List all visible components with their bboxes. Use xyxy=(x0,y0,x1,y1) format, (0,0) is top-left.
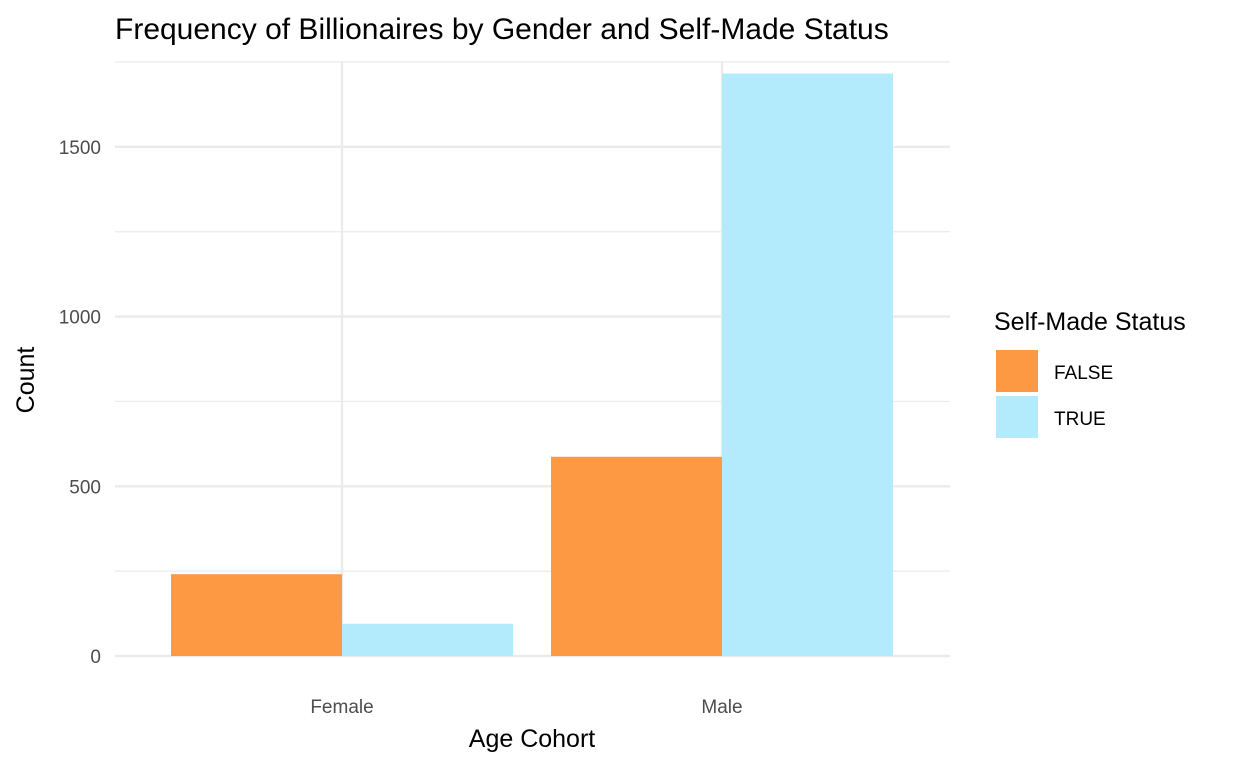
chart-title: Frequency of Billionaires by Gender and … xyxy=(115,13,889,46)
y-tick-label: 500 xyxy=(69,477,101,498)
legend-items: FALSE TRUE xyxy=(996,350,1113,438)
axis-layer: 0 500 1000 1500 Female Male xyxy=(59,138,743,718)
legend-label-true: TRUE xyxy=(1054,409,1106,430)
bar-true-female xyxy=(342,623,513,656)
bar-true-male xyxy=(722,73,893,656)
x-tick-label: Female xyxy=(310,697,373,718)
legend-label-false: FALSE xyxy=(1054,363,1113,384)
legend-swatch-false xyxy=(996,350,1038,392)
legend-swatch-true xyxy=(996,396,1038,438)
bar-false-male xyxy=(551,456,722,656)
x-tick-label: Male xyxy=(701,697,742,718)
y-tick-label: 0 xyxy=(90,647,101,668)
y-tick-label: 1000 xyxy=(59,308,101,329)
legend: Self-Made Status FALSE TRUE xyxy=(994,308,1186,438)
x-axis-title: Age Cohort xyxy=(469,725,596,753)
y-axis-title: Count xyxy=(12,347,40,414)
bar-false-female xyxy=(171,574,342,656)
bar-layer xyxy=(171,73,893,656)
legend-title: Self-Made Status xyxy=(994,308,1186,336)
y-tick-label: 1500 xyxy=(59,138,101,159)
